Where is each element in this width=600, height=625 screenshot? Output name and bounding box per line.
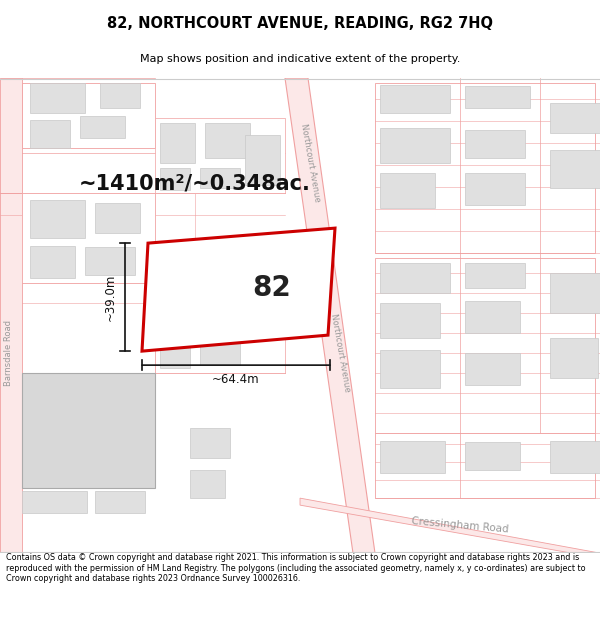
Bar	[380, 303, 440, 338]
Text: Northcourt Avenue: Northcourt Avenue	[299, 123, 322, 203]
Bar	[465, 353, 520, 385]
Polygon shape	[142, 228, 335, 351]
Bar	[380, 85, 450, 113]
Bar	[380, 350, 440, 388]
Bar	[30, 246, 75, 278]
Bar	[160, 333, 190, 368]
Bar	[380, 441, 445, 473]
Text: Cressingham Road: Cressingham Road	[411, 516, 509, 534]
Bar	[190, 428, 230, 458]
Polygon shape	[285, 78, 375, 553]
Bar	[30, 83, 85, 113]
Bar	[190, 470, 225, 498]
Bar	[30, 120, 70, 148]
Text: Contains OS data © Crown copyright and database right 2021. This information is : Contains OS data © Crown copyright and d…	[6, 553, 586, 583]
Bar	[550, 441, 600, 473]
Bar	[160, 168, 190, 190]
Bar	[465, 130, 525, 158]
Bar	[550, 273, 600, 313]
Bar	[380, 263, 450, 293]
Bar	[375, 83, 595, 253]
Bar	[155, 283, 285, 373]
Bar	[380, 128, 450, 163]
Bar	[465, 173, 525, 205]
Bar	[200, 168, 240, 188]
Bar	[465, 86, 530, 108]
Bar	[155, 118, 285, 193]
Text: Map shows position and indicative extent of the property.: Map shows position and indicative extent…	[140, 54, 460, 64]
Bar	[95, 203, 140, 233]
Text: 82: 82	[253, 274, 292, 302]
Bar	[375, 258, 595, 433]
Polygon shape	[300, 498, 600, 558]
Bar	[465, 263, 525, 288]
Bar	[380, 173, 435, 208]
Text: 82, NORTHCOURT AVENUE, READING, RG2 7HQ: 82, NORTHCOURT AVENUE, READING, RG2 7HQ	[107, 16, 493, 31]
Bar	[22, 373, 155, 488]
Bar	[205, 123, 250, 158]
Bar	[205, 287, 250, 315]
Bar	[100, 83, 140, 108]
Bar	[80, 116, 125, 138]
Text: ~39.0m: ~39.0m	[104, 274, 117, 321]
Text: Barnsdale Road: Barnsdale Road	[4, 320, 14, 386]
Bar	[550, 150, 600, 188]
Text: ~1410m²/~0.348ac.: ~1410m²/~0.348ac.	[79, 173, 311, 193]
Text: ~64.4m: ~64.4m	[212, 373, 260, 386]
Bar	[160, 123, 195, 163]
Bar	[22, 193, 155, 283]
Bar	[245, 135, 280, 185]
Bar	[22, 83, 155, 148]
Bar	[200, 335, 240, 365]
Bar	[30, 200, 85, 238]
Bar	[375, 433, 595, 498]
Bar	[465, 301, 520, 333]
Polygon shape	[0, 78, 22, 553]
Bar	[95, 491, 145, 513]
Bar	[85, 247, 135, 275]
Bar	[160, 288, 195, 323]
Bar	[550, 103, 600, 133]
Bar	[22, 491, 87, 513]
Text: Northcourt Avenue: Northcourt Avenue	[329, 313, 352, 393]
Bar	[550, 338, 598, 378]
Bar	[465, 442, 520, 470]
